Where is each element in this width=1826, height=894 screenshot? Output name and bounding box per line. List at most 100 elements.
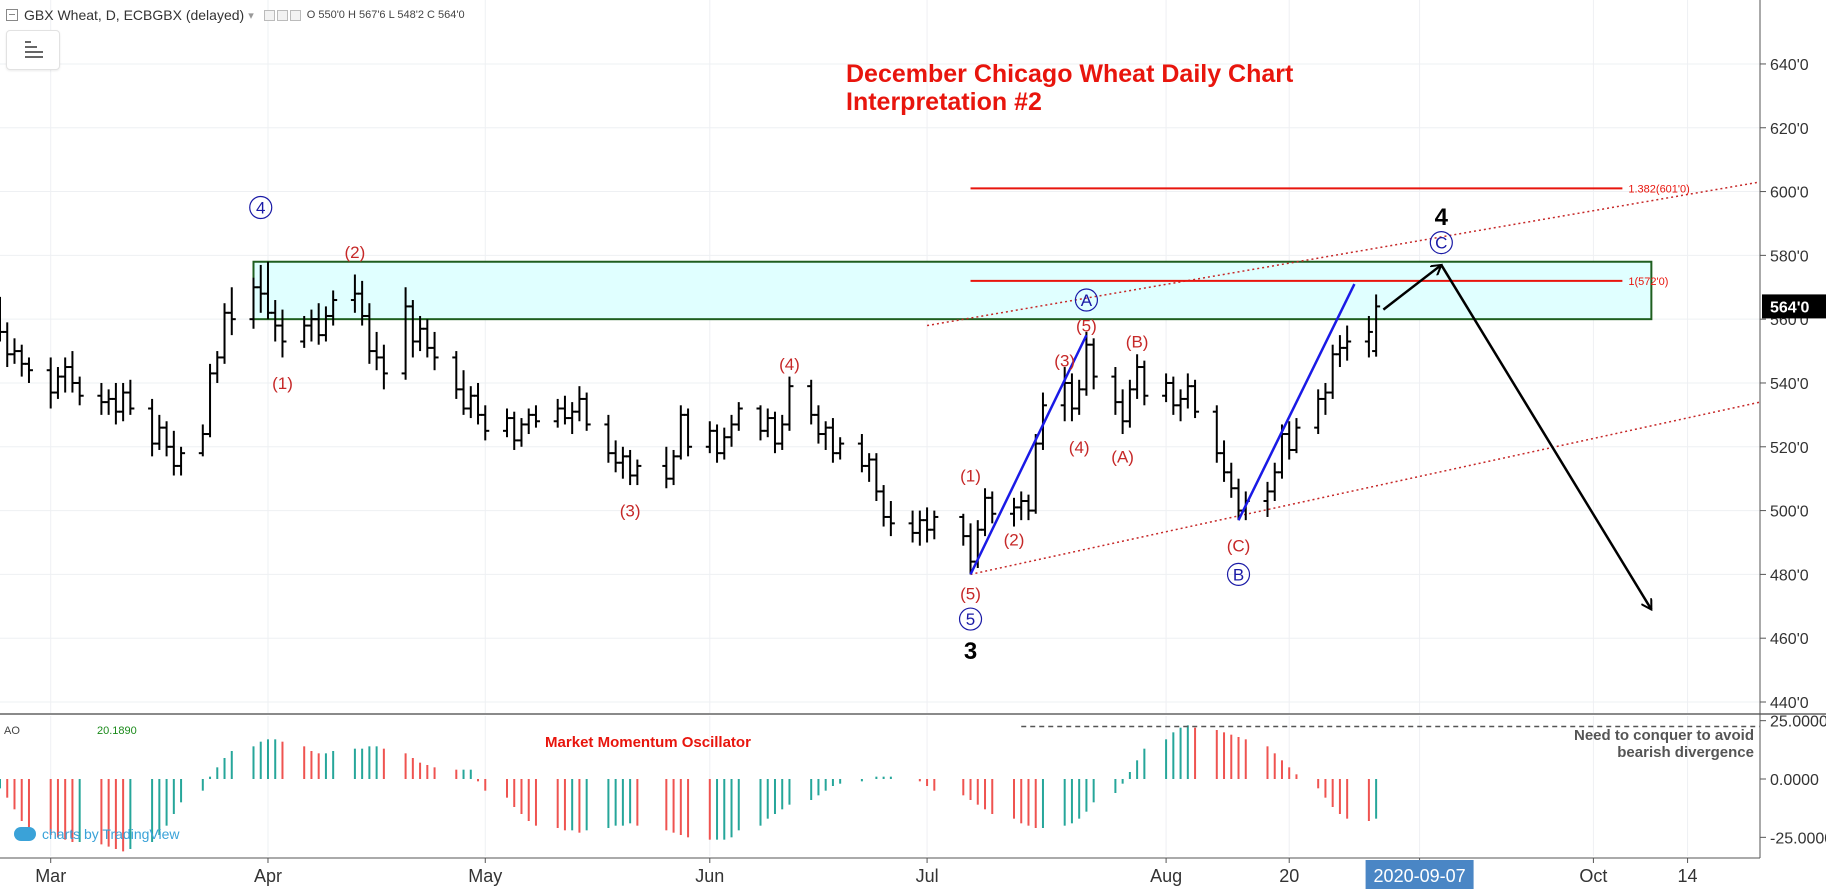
oscillator-value: 20.1890 <box>97 725 137 737</box>
chart-style-button[interactable] <box>6 30 60 70</box>
price-bar <box>75 376 84 406</box>
price-bar <box>553 398 562 428</box>
price-bar <box>531 405 540 428</box>
price-bar <box>1089 338 1098 390</box>
time-tick-label: Oct <box>1579 866 1607 886</box>
time-tick-label: Mar <box>35 866 66 886</box>
wave-label-circle <box>1429 231 1453 255</box>
wave-label: B <box>1233 565 1244 584</box>
price-bar <box>778 414 787 450</box>
price-bar <box>1125 379 1134 428</box>
wave-label: (4) <box>779 355 800 374</box>
price-bar <box>727 414 736 447</box>
branding-text: charts by TradingView <box>42 826 180 842</box>
divergence-note: Need to conquer to avoid <box>1574 727 1754 744</box>
price-bar <box>785 376 794 431</box>
price-bar <box>959 513 968 546</box>
price-bar <box>10 338 19 364</box>
price-tick-label: 540'0 <box>1770 376 1809 393</box>
price-bar <box>1183 373 1192 409</box>
symbol-title[interactable]: GBX Wheat, D, ECBGBX (delayed) <box>24 7 245 23</box>
wave-label-circle <box>958 607 983 631</box>
price-bar <box>676 405 685 460</box>
price-bar <box>1372 294 1381 357</box>
price-tick-label: 520'0 <box>1770 440 1809 457</box>
price-bar <box>626 449 635 486</box>
fib-level-label: 1(572'0) <box>1628 276 1668 288</box>
price-bar <box>1335 335 1344 368</box>
price-bar <box>1314 389 1323 435</box>
price-bar <box>119 382 128 422</box>
impulse-line <box>1237 283 1356 521</box>
price-bar <box>1038 392 1047 450</box>
price-bar <box>227 287 236 336</box>
projection-arrow <box>1382 265 1441 311</box>
price-bar <box>1169 376 1178 415</box>
price-bar <box>836 437 845 460</box>
price-bar <box>1328 344 1337 399</box>
price-bar <box>1075 379 1084 415</box>
price-bar <box>474 382 483 425</box>
wave-label: 5 <box>966 610 975 629</box>
chevron-down-icon[interactable]: ▾ <box>248 9 254 22</box>
price-bar <box>1270 462 1279 502</box>
price-bar <box>1263 481 1272 517</box>
osc-tick-label: 0.0000 <box>1770 772 1819 789</box>
price-bar <box>915 510 924 546</box>
wave-label: (3) <box>1054 352 1075 371</box>
oscillator-title: Market Momentum Oscillator <box>545 734 751 751</box>
time-tick-label: Aug <box>1150 866 1182 886</box>
price-bar <box>633 459 642 486</box>
price-bar <box>575 386 584 422</box>
wave-label: (2) <box>345 243 366 262</box>
price-bar <box>669 449 678 486</box>
price-bar <box>1343 325 1352 361</box>
time-tick-label: Apr <box>254 866 282 886</box>
osc-tick-label: 25.0000 <box>1770 714 1826 731</box>
price-bar <box>517 418 526 447</box>
wave-label: (1) <box>960 466 981 485</box>
price-bar <box>1292 418 1301 454</box>
wave-label: A <box>1081 291 1093 310</box>
price-bar <box>416 315 425 352</box>
price-bar <box>1162 373 1171 403</box>
price-bar <box>104 389 113 415</box>
price-bar <box>459 370 468 415</box>
last-price-tag <box>1762 294 1826 319</box>
time-tick-label: 20 <box>1279 866 1299 886</box>
time-tick-label: 14 <box>1678 866 1698 886</box>
channel-line-upper <box>926 181 1761 327</box>
price-bar <box>126 379 135 415</box>
wave-label-major: 4 <box>1435 204 1449 231</box>
tradingview-branding[interactable]: charts by TradingView <box>14 826 179 842</box>
price-bar <box>560 395 569 425</box>
price-bar <box>1191 379 1200 419</box>
price-bar <box>1017 491 1026 521</box>
price-bar <box>872 453 881 502</box>
price-tick-label: 480'0 <box>1770 567 1809 584</box>
price-bar <box>372 331 381 371</box>
wave-label: (3) <box>620 502 641 521</box>
price-bar <box>981 488 990 537</box>
price-bar <box>814 405 823 444</box>
wave-label: (1) <box>272 374 293 393</box>
price-bar <box>828 418 837 463</box>
price-tick-label: 500'0 <box>1770 504 1809 521</box>
oscillator-name: AO <box>4 725 20 737</box>
wave-label-circle <box>249 195 273 220</box>
price-tick-label: 580'0 <box>1770 248 1809 265</box>
price-bar <box>662 446 671 489</box>
bars-style-icon <box>25 41 43 58</box>
price-bar <box>206 363 215 438</box>
series-toggle-icons[interactable] <box>263 9 301 21</box>
collapse-icon[interactable] <box>6 9 18 21</box>
chart-subtitle: Interpretation #2 <box>846 88 1042 116</box>
wave-label: 4 <box>256 199 265 218</box>
price-bar <box>97 382 106 415</box>
price-bar <box>1111 367 1120 415</box>
price-bar <box>524 408 533 435</box>
price-bar <box>821 421 830 450</box>
wave-label: C <box>1435 234 1447 253</box>
